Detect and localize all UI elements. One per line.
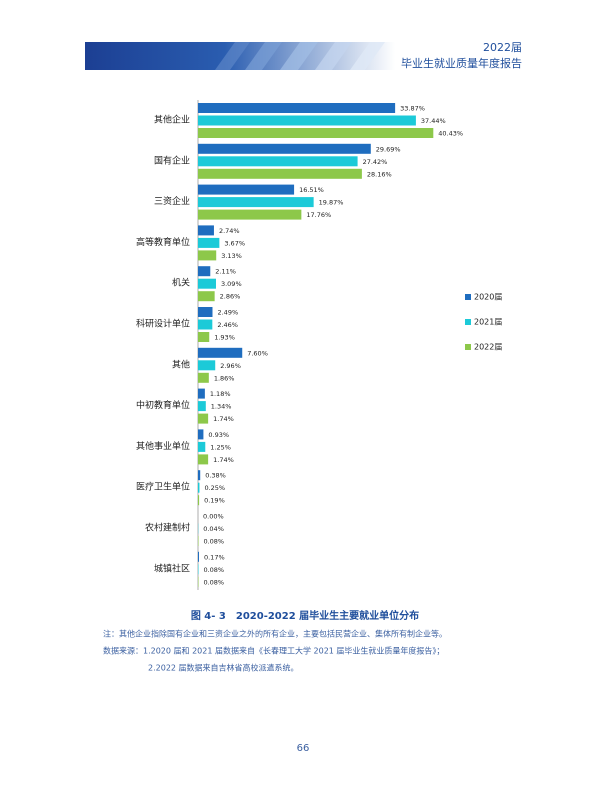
header-year: 2022届 — [483, 41, 522, 54]
value-label: 29.69% — [376, 145, 401, 153]
value-label: 2.96% — [220, 362, 241, 370]
value-label: 0.93% — [208, 431, 229, 439]
legend-label: 2022届 — [474, 343, 502, 352]
category-label: 医疗卫生单位 — [136, 481, 190, 493]
bar — [198, 495, 200, 506]
value-label: 40.43% — [438, 130, 463, 138]
page-number: 66 — [297, 743, 310, 754]
legend-swatch — [465, 319, 471, 325]
value-label: 1.93% — [214, 334, 235, 342]
value-label: 33.87% — [400, 105, 425, 113]
value-label: 37.44% — [421, 117, 446, 125]
bar — [198, 250, 217, 261]
note: 数据来源：1.2020 届和 2021 届数据来自《长春理工大学 2021 届毕… — [103, 646, 444, 656]
bar — [198, 429, 204, 440]
value-label: 2.49% — [217, 309, 238, 317]
value-label: 0.08% — [203, 578, 224, 586]
bar — [198, 209, 302, 220]
bar — [198, 237, 220, 248]
bar — [198, 401, 206, 412]
value-label: 19.87% — [319, 199, 344, 207]
legend-swatch — [465, 294, 471, 300]
bar — [198, 168, 362, 179]
bar — [198, 441, 206, 452]
legend-label: 2020届 — [474, 293, 502, 302]
bar — [198, 454, 209, 465]
category-label: 其他企业 — [154, 114, 190, 126]
value-label: 1.25% — [210, 443, 231, 451]
category-label: 中初教育单位 — [136, 399, 190, 411]
value-label: 0.08% — [203, 538, 224, 546]
bar — [198, 372, 209, 383]
category-label: 农村建制村 — [145, 522, 190, 534]
value-label: 3.67% — [224, 239, 245, 247]
value-label: 1.86% — [214, 374, 235, 382]
header-title: 毕业生就业质量年度报告 — [401, 56, 522, 70]
value-label: 17.76% — [306, 211, 331, 219]
value-label: 0.17% — [204, 553, 225, 561]
category-label: 三资企业 — [154, 195, 190, 207]
value-label: 16.51% — [299, 186, 324, 194]
bar — [198, 413, 209, 424]
bar — [198, 115, 416, 126]
bar — [198, 184, 295, 195]
value-label: 0.00% — [203, 513, 224, 521]
bar — [198, 319, 213, 330]
bar — [198, 225, 214, 236]
category-label: 科研设计单位 — [136, 318, 190, 330]
value-label: 2.46% — [217, 321, 238, 329]
header-banner — [85, 42, 395, 70]
bar — [198, 388, 205, 399]
bar — [198, 103, 396, 113]
value-label: 1.74% — [213, 415, 234, 423]
value-label: 0.38% — [205, 472, 226, 480]
value-label: 2.11% — [215, 268, 236, 276]
legend-label: 2021届 — [474, 318, 502, 327]
bar — [198, 266, 211, 277]
note: 2.2022 届数据来自吉林省高校派遣系统。 — [148, 663, 299, 673]
value-label: 7.60% — [247, 349, 268, 357]
bar — [198, 143, 371, 154]
value-label: 27.42% — [363, 158, 388, 166]
value-label: 1.34% — [211, 403, 232, 411]
bar — [198, 551, 199, 562]
bar — [198, 156, 358, 167]
category-label: 机关 — [172, 277, 190, 289]
value-label: 28.16% — [367, 170, 392, 178]
bar — [198, 278, 216, 289]
category-label: 高等教育单位 — [136, 236, 190, 248]
bar — [198, 291, 215, 302]
bar — [198, 197, 314, 208]
value-label: 2.86% — [220, 293, 241, 301]
bar — [198, 332, 210, 342]
value-label: 3.09% — [221, 280, 242, 288]
caption: 图 4- 3 2020-2022 届毕业生主要就业单位分布 — [191, 609, 419, 622]
bar — [198, 128, 434, 138]
note: 注：其他企业指除国有企业和三资企业之外的所有企业，主要包括民营企业、集体所有制企… — [103, 629, 447, 639]
value-label: 0.04% — [203, 525, 224, 533]
value-label: 0.25% — [204, 484, 225, 492]
value-label: 2.74% — [219, 227, 240, 235]
category-label: 城镇社区 — [154, 562, 190, 574]
value-label: 1.74% — [213, 456, 234, 464]
bar — [198, 482, 200, 493]
value-label: 0.19% — [204, 497, 225, 505]
legend-swatch — [465, 344, 471, 350]
bar — [198, 470, 201, 481]
category-label: 国有企业 — [154, 154, 190, 166]
value-label: 0.08% — [203, 566, 224, 574]
value-label: 1.18% — [210, 390, 231, 398]
bar — [198, 360, 216, 371]
chart: 其他企业 33.87% 37.44% 40.43% 国有企业 29.69% 27.42% 28… — [136, 103, 502, 587]
bar — [198, 347, 243, 358]
value-label: 3.13% — [221, 252, 242, 260]
bar — [198, 307, 213, 317]
category-label: 其他事业单位 — [136, 440, 190, 452]
category-label: 其他 — [172, 358, 190, 370]
